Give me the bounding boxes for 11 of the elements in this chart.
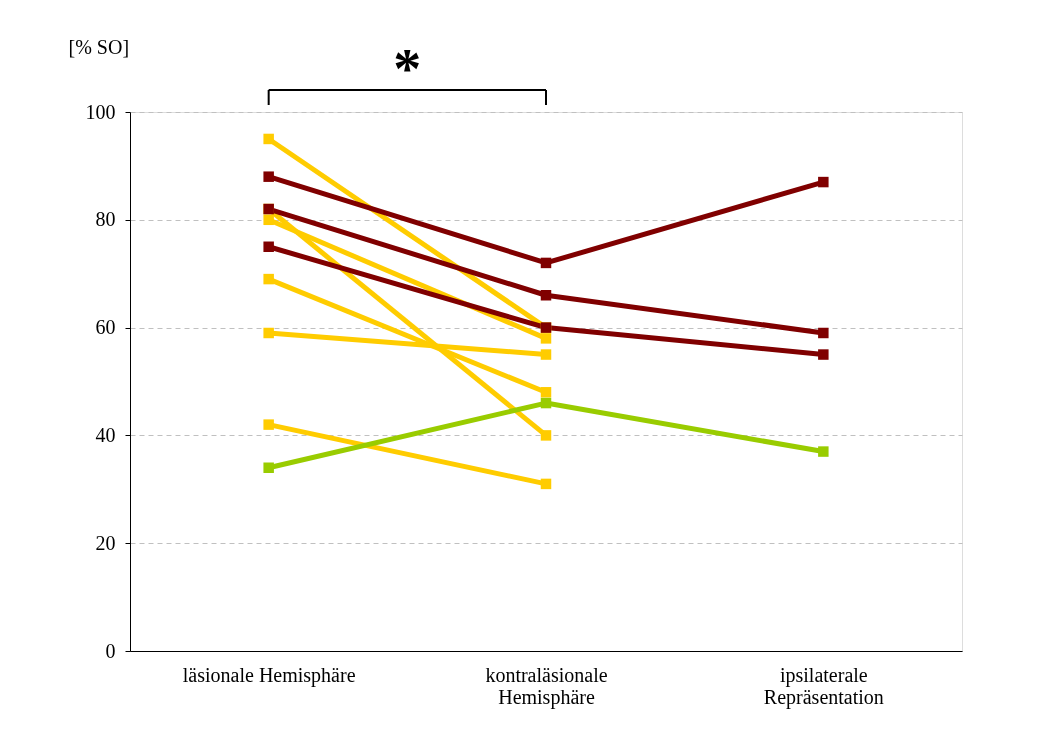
- text: *: [393, 38, 422, 100]
- y-tick-label: 60: [95, 316, 116, 339]
- y-tick-label: 100: [85, 100, 116, 123]
- x-tick-label: ipsilaterale Repräsentation: [763, 663, 884, 709]
- x-tick-label: kontraläsionale Hemisphäre: [485, 663, 608, 709]
- x-tick-label: läsionale Hemisphäre: [182, 663, 356, 687]
- y-axis-title: [% SO]: [68, 35, 130, 58]
- y-tick-label: 80: [95, 208, 116, 231]
- y-tick-label: 20: [95, 531, 116, 554]
- y-tick-label: 0: [105, 639, 116, 662]
- y-tick-label: 40: [95, 423, 116, 446]
